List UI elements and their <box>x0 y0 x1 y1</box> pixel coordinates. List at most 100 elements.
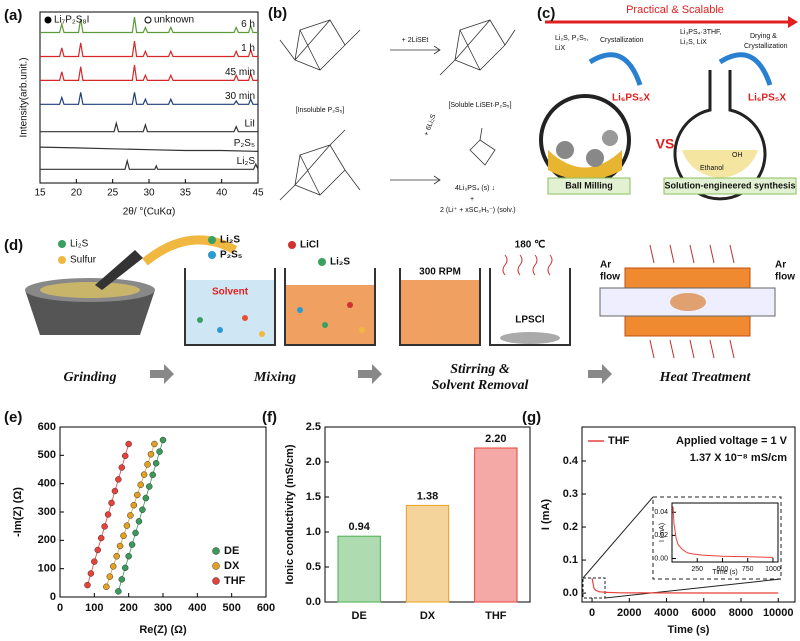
product: + <box>470 196 474 203</box>
x-tick-label: 20 <box>71 188 83 199</box>
legend-marker <box>44 16 52 24</box>
y-tick-label: 1.0 <box>306 526 321 538</box>
ball <box>586 149 604 167</box>
legend-dot <box>208 236 216 244</box>
y-tick-label: 0.4 <box>563 455 579 467</box>
y-tick-label: 2.5 <box>306 421 321 433</box>
point <box>139 506 146 513</box>
legend-label: P₂S₅ <box>220 250 243 261</box>
y-axis-label: Ionic conductivity (mS/cm) <box>284 444 296 584</box>
point <box>116 542 124 550</box>
series-label: 30 min <box>225 91 255 102</box>
point <box>118 576 126 583</box>
caption-box <box>663 177 797 195</box>
y-tick-label: 0.1 <box>563 554 578 566</box>
point <box>94 546 102 554</box>
x-tick-label: 0 <box>589 607 595 619</box>
legend-dot <box>58 256 66 264</box>
value-label: 2.20 <box>485 433 506 445</box>
point <box>103 583 110 591</box>
legend-label: DX <box>224 560 240 572</box>
x-tick-label: DE <box>352 610 367 622</box>
legend-label: Li₂S <box>330 257 350 268</box>
x-tick-label: 100 <box>85 602 103 614</box>
beaker <box>399 268 481 346</box>
caption-box <box>547 177 631 195</box>
solvent-label: Solvent <box>212 287 249 298</box>
series-label: 6 h <box>241 19 255 30</box>
x-tick-label: 6000 <box>692 607 716 619</box>
solution <box>682 150 758 178</box>
point <box>115 588 122 595</box>
y-tick-label: 0.5 <box>306 561 321 573</box>
legend-label: LiCl <box>300 240 319 251</box>
flow-label: flow <box>775 272 795 283</box>
speed: 300 RPM <box>419 267 461 278</box>
legend-dot <box>288 241 296 249</box>
y-tick-label: 0.04 <box>654 509 668 516</box>
banner: Practical & Scalable <box>626 4 724 16</box>
y-tick-label: 600 <box>38 421 56 433</box>
x-tick-label: 750 <box>742 566 754 573</box>
y-tick-label: 400 <box>38 478 56 490</box>
value-label: 1.38 <box>417 490 438 502</box>
point <box>127 512 134 519</box>
point <box>156 448 163 455</box>
x-axis-label: 2θ/ °(CuKα) <box>123 207 176 218</box>
y-tick-label: 500 <box>38 449 56 461</box>
x-tick-label: 25 <box>107 188 119 199</box>
step-caption: Solvent Removal <box>432 378 529 393</box>
point <box>125 552 132 560</box>
curved-arrow <box>588 52 643 86</box>
series-label: 45 min <box>225 67 255 78</box>
point <box>130 501 138 509</box>
point <box>146 483 153 490</box>
point <box>123 522 131 529</box>
step: Crystallization <box>600 37 644 44</box>
panel-label: (b) <box>268 5 287 22</box>
x-tick-label: 40 <box>216 188 228 199</box>
y-tick-label: 1.5 <box>306 491 321 503</box>
heat-waves <box>502 254 553 276</box>
x-tick-label: 30 <box>143 188 155 199</box>
reagents: Li₃PS₄·3THF, <box>680 29 722 36</box>
series-line <box>40 120 258 133</box>
structure <box>279 19 361 71</box>
curved-arrow <box>142 235 238 266</box>
x-axis-label: Time (s) <box>668 624 710 636</box>
point <box>144 461 151 468</box>
inset-line <box>672 506 774 558</box>
ball <box>556 141 574 159</box>
point <box>135 518 143 525</box>
reagent: + 2LiSEt <box>402 37 429 44</box>
y-tick-label: 2.0 <box>306 456 321 468</box>
y-axis-label: Intensity(arb.unit.) <box>19 57 30 137</box>
mortar <box>25 290 155 335</box>
legend-label: Li₇P₂S₈I <box>54 15 89 26</box>
plot-frame <box>581 426 796 603</box>
x-tick-label: 400 <box>188 602 206 614</box>
solution <box>401 280 479 344</box>
x-axis-label: Re(Z) (Ω) <box>139 624 187 636</box>
temperature: 180 ℃ <box>515 240 546 251</box>
y-tick-label: 0 <box>50 591 56 603</box>
plot-frame <box>671 502 779 563</box>
reactant: [Insoluble P₂S₅] <box>296 107 345 114</box>
point <box>134 491 141 499</box>
product: Li₆PS₅X <box>612 93 650 104</box>
x-tick-label: 8000 <box>729 607 753 619</box>
x-tick-label: 35 <box>180 188 192 199</box>
y-tick-label: 0.0 <box>306 596 321 608</box>
y-axis-label: -Im(Z) (Ω) <box>12 487 24 537</box>
step-caption: Mixing <box>253 370 296 385</box>
series-line <box>39 146 259 152</box>
zoom-box <box>582 577 606 599</box>
point <box>128 541 136 548</box>
x-tick-label: 500 <box>222 602 240 614</box>
bar <box>337 535 381 603</box>
inset-frame <box>652 496 782 580</box>
ball <box>602 130 618 146</box>
panel-c <box>539 16 798 201</box>
powder <box>548 150 622 180</box>
sample <box>670 293 706 311</box>
